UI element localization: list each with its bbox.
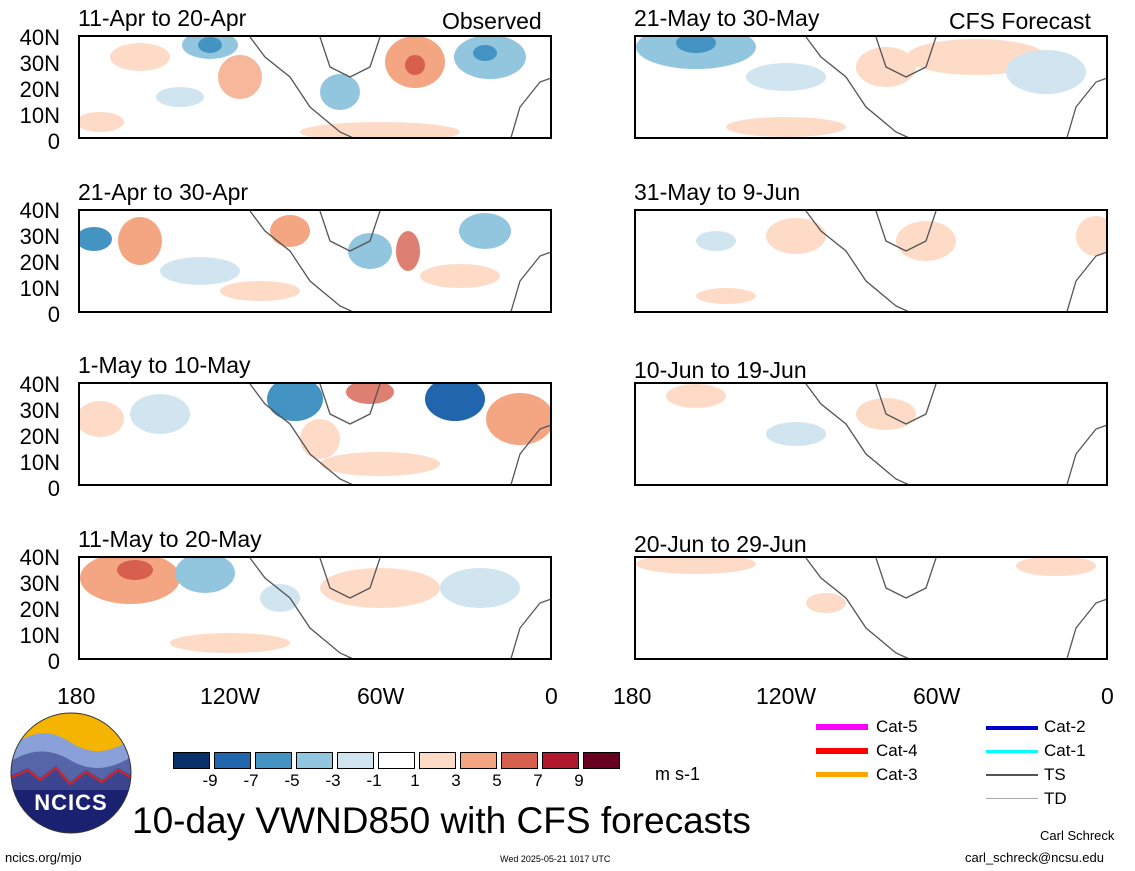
lat-label: 10N — [19, 276, 60, 301]
colorbar-swatch — [419, 752, 456, 769]
lat-label: 30N — [19, 571, 60, 596]
colorbar-swatch — [296, 752, 333, 769]
lat-label: 40N — [19, 198, 60, 223]
legend-swatch-cat3 — [816, 772, 868, 777]
main-title: 10-day VWND850 with CFS forecasts — [132, 800, 751, 841]
lon-label: 0 — [1101, 683, 1114, 709]
footer-author: Carl Schreck — [1040, 828, 1115, 843]
lon-label: 0 — [545, 683, 558, 709]
observed-label: Observed — [442, 8, 542, 34]
footer-url[interactable]: ncics.org/mjo — [5, 850, 82, 865]
colorbar-label: 7 — [533, 771, 543, 790]
footer-email[interactable]: carl_schreck@ncsu.edu — [965, 850, 1104, 865]
colorbar-swatch — [173, 752, 210, 769]
observed-panel-title: 11-May to 20-May — [78, 526, 262, 552]
lat-label: 40N — [19, 545, 60, 570]
colorbar-swatch — [214, 752, 251, 769]
lat-label: 20N — [19, 597, 60, 622]
forecast-label: CFS Forecast — [949, 8, 1091, 34]
forecast-panel-title: 31-May to 9-Jun — [634, 179, 801, 205]
observed-panel-title: 11-Apr to 20-Apr — [78, 5, 247, 31]
lat-label: 0 — [47, 649, 60, 674]
footer-timestamp: Wed 2025-05-21 1017 UTC — [500, 854, 611, 864]
forecast-panel-title: 10-Jun to 19-Jun — [634, 357, 807, 383]
map-panel-observed-3 — [78, 382, 552, 486]
colorbar-label: 1 — [410, 771, 420, 790]
legend-label: Cat-2 — [1044, 717, 1086, 736]
colorbar-swatch — [337, 752, 374, 769]
colorbar-label: -7 — [243, 771, 259, 790]
colorbar-swatch — [255, 752, 292, 769]
legend-label: TS — [1044, 765, 1066, 784]
map-panel-forecast-2 — [634, 209, 1108, 313]
legend-label: Cat-4 — [876, 741, 918, 760]
forecast-panel-title: 20-Jun to 29-Jun — [634, 531, 807, 557]
map-panel-observed-2 — [78, 209, 552, 313]
logo-text: NCICS — [34, 790, 108, 815]
legend-swatch-cat2 — [986, 726, 1038, 730]
lon-label: 60W — [913, 683, 961, 709]
lon-label: 120W — [200, 683, 261, 709]
lon-label: 60W — [357, 683, 405, 709]
observed-panel-title: 1-May to 10-May — [78, 352, 251, 378]
colorbar-label: 9 — [574, 771, 584, 790]
lat-label: 0 — [47, 476, 60, 501]
legend-swatch-td — [986, 798, 1038, 799]
map-panel-forecast-3 — [634, 382, 1108, 486]
colorbar-units: m s-1 — [655, 764, 700, 784]
map-panel-observed-1 — [78, 35, 552, 139]
legend-swatch-ts — [986, 774, 1038, 776]
map-panel-forecast-1 — [634, 35, 1108, 139]
colorbar-swatch — [378, 752, 415, 769]
lat-label: 0 — [47, 129, 60, 154]
colorbar-label: -3 — [325, 771, 341, 790]
colorbar-swatch — [583, 752, 620, 769]
colorbar-swatch — [542, 752, 579, 769]
lat-label: 10N — [19, 103, 60, 128]
colorbar-swatch — [501, 752, 538, 769]
legend-swatch-cat1 — [986, 750, 1038, 753]
colorbar-label: 5 — [492, 771, 502, 790]
legend-label: TD — [1044, 789, 1067, 808]
lat-label: 30N — [19, 398, 60, 423]
lat-label: 10N — [19, 623, 60, 648]
lon-label: 180 — [613, 683, 652, 709]
map-panel-observed-4 — [78, 556, 552, 660]
ncics-logo: NCICS — [10, 712, 132, 834]
legend-label: Cat-1 — [1044, 741, 1086, 760]
lon-label: 120W — [756, 683, 817, 709]
legend-swatch-cat5 — [816, 724, 868, 730]
legend-label: Cat-5 — [876, 717, 918, 736]
forecast-panel-title: 21-May to 30-May — [634, 5, 820, 31]
lat-label: 20N — [19, 77, 60, 102]
lon-label: 180 — [57, 683, 96, 709]
lat-label: 40N — [19, 25, 60, 50]
observed-panel-title: 21-Apr to 30-Apr — [78, 179, 249, 205]
lat-label: 20N — [19, 424, 60, 449]
legend-swatch-cat4 — [816, 748, 868, 754]
lat-label: 20N — [19, 250, 60, 275]
lat-label: 30N — [19, 51, 60, 76]
lat-label: 0 — [47, 302, 60, 327]
colorbar-label: -5 — [284, 771, 300, 790]
legend-label: Cat-3 — [876, 765, 918, 784]
colorbar-label: -9 — [202, 771, 218, 790]
lat-label: 40N — [19, 372, 60, 397]
lat-label: 10N — [19, 450, 60, 475]
colorbar-label: 3 — [451, 771, 461, 790]
map-panel-forecast-4 — [634, 556, 1108, 660]
colorbar-swatch — [460, 752, 497, 769]
colorbar-label: -1 — [366, 771, 382, 790]
lat-label: 30N — [19, 224, 60, 249]
